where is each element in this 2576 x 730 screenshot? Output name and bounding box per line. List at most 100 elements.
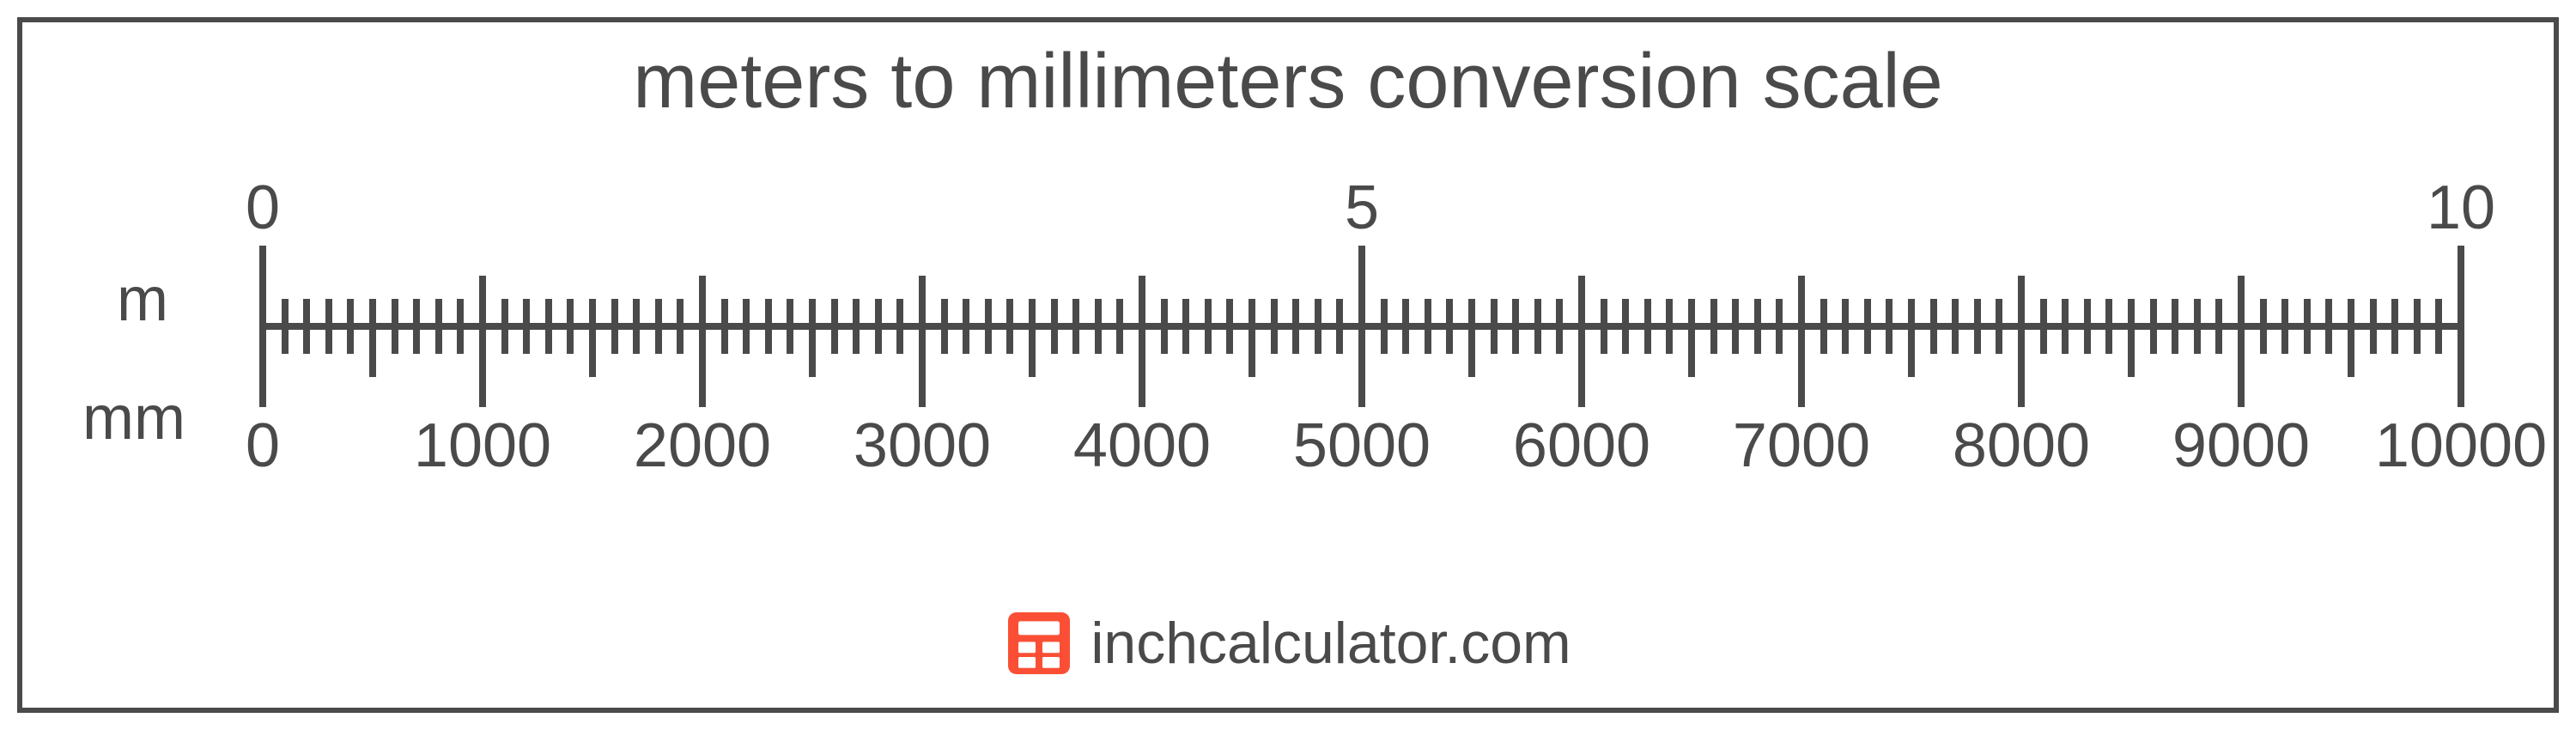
bottom-tick [2325,323,2332,354]
bottom-tick [1842,323,1849,354]
bottom-tick [2128,323,2135,377]
bottom-tick [1732,323,1739,354]
top-tick-label: 0 [177,173,349,243]
bottom-tick-label: 5000 [1250,411,1473,481]
bottom-tick [853,323,860,354]
bottom-tick [765,323,772,354]
bottom-tick [721,323,728,354]
bottom-tick [1161,323,1168,354]
bottom-tick [1491,323,1498,354]
bottom-tick [479,323,486,407]
bottom-tick [1754,323,1761,354]
bottom-tick [282,323,289,354]
bottom-tick [2435,323,2442,354]
bottom-tick [1358,323,1365,407]
bottom-tick [1666,323,1673,354]
bottom-tick [435,323,442,354]
bottom-tick [1996,323,2002,354]
bottom-tick-label: 4000 [1030,411,1254,481]
bottom-tick [369,323,376,377]
bottom-tick [2040,323,2047,354]
bottom-tick [1820,323,1827,354]
bottom-tick [1072,323,1079,354]
bottom-tick [1512,323,1519,354]
bottom-tick [1622,323,1629,354]
bottom-tick [2458,323,2464,407]
bottom-tick [457,323,464,354]
chart-title: meters to millimeters conversion scale [22,38,2554,126]
bottom-tick [303,323,310,354]
bottom-tick-label: 3000 [811,411,1034,481]
bottom-tick [2172,323,2178,354]
bottom-tick [2238,323,2245,407]
bottom-tick [2194,323,2201,354]
bottom-tick [1315,323,1321,354]
bottom-tick [1116,323,1123,354]
top-unit-label: m [117,265,168,335]
bottom-tick [831,323,838,354]
bottom-tick [699,323,706,407]
bottom-tick [1271,323,1278,354]
bottom-tick [1798,323,1805,407]
bottom-tick-label: 1000 [371,411,594,481]
bottom-tick [1974,323,1981,354]
bottom-tick [1952,323,1959,354]
bottom-tick [1644,323,1651,354]
bottom-tick [501,323,508,354]
bottom-tick [1006,323,1013,354]
bottom-tick [2018,323,2025,407]
footer: inchcalculator.com [22,609,2554,682]
bottom-tick [2414,323,2421,354]
bottom-tick [1468,323,1475,377]
bottom-tick-label: 10000 [2349,411,2573,481]
bottom-tick [2260,323,2267,354]
bottom-tick [875,323,882,354]
top-tick [2238,276,2245,330]
bottom-tick [787,323,793,354]
top-tick [1358,246,1365,330]
bottom-tick [2370,323,2377,354]
bottom-tick [1601,323,1607,354]
bottom-tick [2105,323,2112,354]
bottom-tick [2281,323,2288,354]
top-tick [1578,276,1585,330]
footer-text: inchcalculator.com [1091,610,1571,677]
bottom-tick [941,323,948,354]
bottom-tick [1336,323,1343,354]
bottom-tick-label: 7000 [1690,411,1913,481]
bottom-tick [633,323,640,354]
bottom-tick [2348,323,2354,377]
bottom-tick [1556,323,1563,354]
bottom-tick [809,323,816,377]
top-tick [1798,276,1805,330]
bottom-tick [1381,323,1388,354]
bottom-tick [1226,323,1233,354]
top-tick [699,276,706,330]
bottom-tick [1402,323,1409,354]
bottom-tick [1908,323,1915,377]
bottom-tick [1534,323,1541,354]
bottom-tick [1095,323,1102,354]
bottom-tick [1864,323,1871,354]
bottom-tick-label: 9000 [2129,411,2353,481]
bottom-tick [325,323,332,354]
bottom-tick [611,323,618,354]
bottom-tick [963,323,969,354]
bottom-tick [413,323,420,354]
bottom-tick [743,323,750,354]
bottom-tick-label: 8000 [1910,411,2133,481]
top-tick [2458,246,2464,330]
bottom-tick [1688,323,1695,377]
bottom-tick [2215,323,2222,354]
bottom-tick [1578,323,1585,407]
bottom-tick [1776,323,1783,354]
ruler-scale: 0510010002000300040005000600070008000900… [263,323,2461,538]
bottom-tick [1249,323,1255,377]
bottom-tick [655,323,662,354]
bottom-tick [1886,323,1893,354]
bottom-tick [1710,323,1717,354]
bottom-tick [545,323,552,354]
bottom-tick [1051,323,1058,354]
bottom-tick [2391,323,2398,354]
top-tick [2018,276,2025,330]
